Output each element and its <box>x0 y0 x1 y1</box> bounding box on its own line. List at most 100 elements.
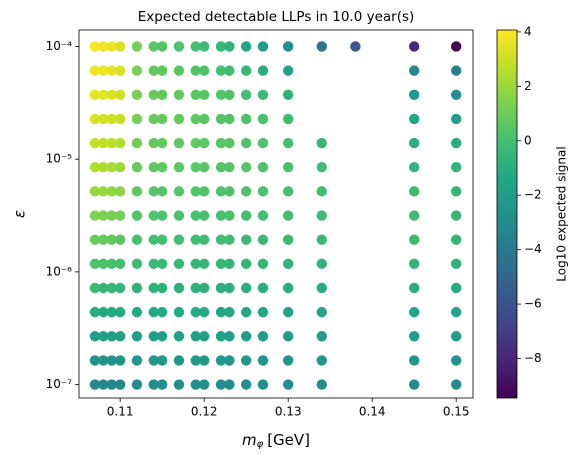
point <box>98 65 109 76</box>
point <box>89 186 101 197</box>
point <box>106 41 117 52</box>
point <box>282 137 294 149</box>
point <box>156 137 168 149</box>
colorbar-label: Log10 expected signal <box>555 146 569 281</box>
point <box>106 331 117 342</box>
point <box>156 89 168 100</box>
point <box>282 113 294 125</box>
point <box>114 113 126 125</box>
point <box>114 234 126 245</box>
point <box>240 282 252 294</box>
point <box>89 162 101 173</box>
point <box>408 331 420 342</box>
point <box>316 234 327 245</box>
colorbar-tick-label: −2 <box>524 188 542 202</box>
point <box>190 331 201 342</box>
point <box>131 41 143 52</box>
point <box>106 137 117 149</box>
point <box>215 258 227 270</box>
y-axis-label: ε <box>11 210 29 218</box>
point <box>198 258 210 270</box>
point <box>224 355 235 366</box>
y-tick-label: 10⁻⁷ <box>46 377 73 391</box>
point <box>224 379 235 390</box>
point <box>98 306 109 318</box>
point <box>114 282 126 294</box>
point <box>240 65 252 76</box>
point <box>215 186 227 197</box>
point <box>89 65 101 76</box>
point <box>98 282 109 294</box>
point <box>240 379 252 390</box>
point <box>450 210 462 221</box>
point <box>257 306 269 318</box>
point <box>89 331 101 342</box>
point <box>450 331 462 342</box>
point <box>98 137 109 149</box>
point <box>198 89 210 100</box>
point <box>450 41 462 52</box>
point <box>224 65 235 76</box>
point <box>257 41 269 52</box>
x-label-symbol: m <box>242 431 257 449</box>
point <box>156 379 168 390</box>
point <box>240 89 252 100</box>
point <box>190 41 201 52</box>
point <box>131 137 143 149</box>
point <box>257 355 269 366</box>
point <box>173 355 185 366</box>
point <box>198 41 210 52</box>
point <box>224 89 235 100</box>
point <box>224 41 235 52</box>
point <box>257 186 269 197</box>
point <box>215 210 227 221</box>
point <box>173 258 185 270</box>
point <box>98 41 109 52</box>
point <box>190 137 201 149</box>
point <box>131 186 143 197</box>
point <box>190 234 201 245</box>
point <box>114 162 126 173</box>
point <box>156 306 168 318</box>
point <box>215 89 227 100</box>
x-axis-label: mφ [GeV] <box>242 431 310 451</box>
point <box>257 379 269 390</box>
point <box>224 306 235 318</box>
point <box>190 258 201 270</box>
point <box>156 282 168 294</box>
point <box>190 282 201 294</box>
chart-title: Expected detectable LLPs in 10.0 year(s) <box>138 9 415 25</box>
point <box>89 210 101 221</box>
point <box>282 282 294 294</box>
point <box>198 162 210 173</box>
colorbar-tick-label: −6 <box>524 297 542 311</box>
point <box>198 65 210 76</box>
point <box>131 282 143 294</box>
point <box>156 65 168 76</box>
point <box>190 379 201 390</box>
point <box>282 162 294 173</box>
point <box>156 258 168 270</box>
point <box>240 258 252 270</box>
colorbar <box>496 29 518 399</box>
point <box>173 89 185 100</box>
point <box>240 210 252 221</box>
point <box>282 379 294 390</box>
point <box>450 162 462 173</box>
point <box>408 355 420 366</box>
point <box>173 113 185 125</box>
point <box>198 137 210 149</box>
point <box>114 89 126 100</box>
point <box>257 258 269 270</box>
point <box>450 186 462 197</box>
point <box>450 355 462 366</box>
point <box>224 282 235 294</box>
point <box>408 234 420 245</box>
point <box>114 379 126 390</box>
point <box>224 234 235 245</box>
point <box>450 65 462 76</box>
point <box>106 379 117 390</box>
point <box>89 41 101 52</box>
point <box>257 162 269 173</box>
